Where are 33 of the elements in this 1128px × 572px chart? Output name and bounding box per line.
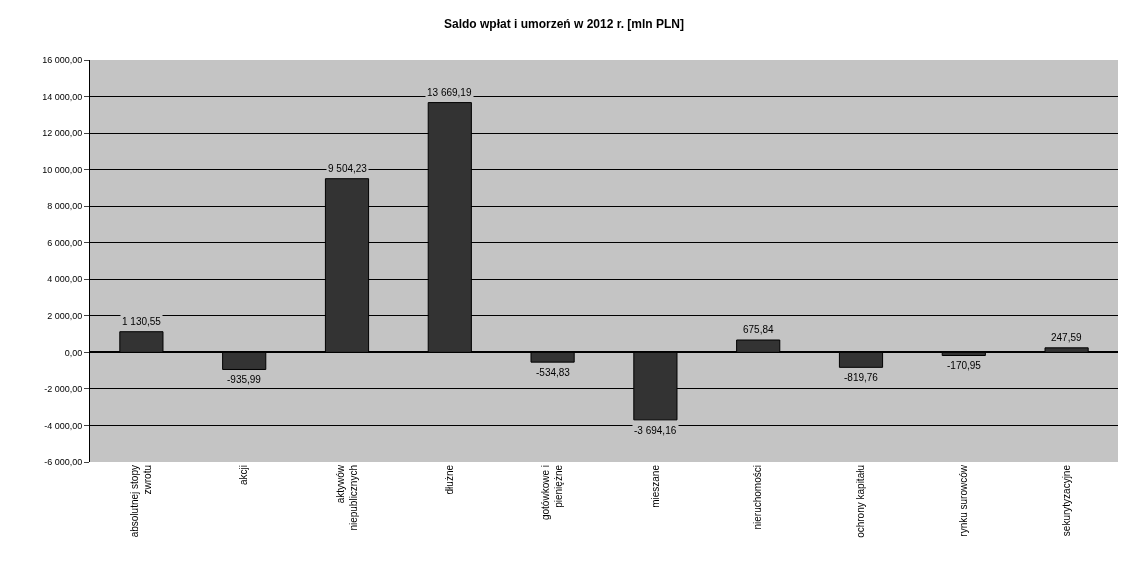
data-label: -3 694,16 [634,425,677,436]
y-tick-label: 4 000,00 [47,274,83,285]
data-label: 13 669,19 [427,87,472,98]
x-tick-label: nieruchomości [752,465,764,530]
x-tick-label: dłużne [444,464,456,495]
x-tick-label: absolutnej stopy zwrotu [129,465,154,538]
chart-title: Saldo wpłat i umorzeń w 2012 r. [mln PLN] [443,17,685,32]
x-tick-label: rynku surowców [958,464,970,537]
y-tick-label: 6 000,00 [47,237,83,248]
y-tick-label: 14 000,00 [42,91,83,102]
x-tick-label: sekurytyzacyjne [1060,464,1072,537]
y-tick-label: -4 000,00 [44,420,83,431]
x-tick-label: mieszane [649,464,661,508]
y-tick-label: 10 000,00 [42,164,83,175]
data-label: 9 504,23 [328,163,368,174]
x-tick-label: aktywów niepublicznych [334,464,359,531]
data-label: -534,83 [536,367,571,378]
data-label: 247,59 [1051,332,1083,343]
y-tick-label: 0,00 [64,347,83,358]
x-tick-label: ochrony kapitału [855,465,867,538]
data-label: -935,99 [227,374,262,385]
y-tick-label: 12 000,00 [42,128,83,139]
x-tick-label: akcji [238,465,250,486]
data-label: 1 130,55 [122,316,162,327]
x-tick-label: gotówkowe i pieniężne [540,464,565,521]
data-label: 675,84 [743,324,775,335]
y-tick-label: -6 000,00 [44,457,83,468]
data-label: -170,95 [947,360,982,371]
data-label: -819,76 [844,372,879,383]
y-tick-label: 2 000,00 [47,310,83,321]
y-tick-label: -2 000,00 [44,384,83,395]
y-tick-label: 16 000,00 [42,55,83,66]
y-tick-label: 8 000,00 [47,201,83,212]
